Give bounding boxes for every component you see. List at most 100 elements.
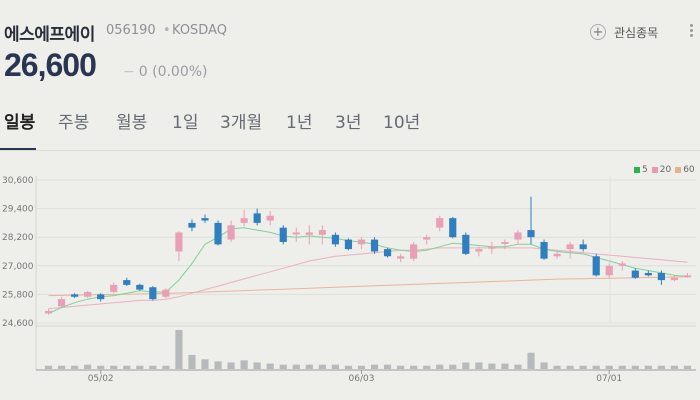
volume-bar <box>123 365 131 369</box>
y-tick-label: 30,600 <box>2 176 34 186</box>
separator-dot: • <box>163 23 171 38</box>
volume-bar <box>370 364 379 369</box>
volume-bar <box>279 364 287 369</box>
tabs-divider <box>0 150 700 151</box>
candle-body <box>657 272 665 281</box>
volume-bar <box>240 360 248 369</box>
x-tick-label: 05/02 <box>88 374 114 384</box>
candle-body <box>618 263 626 266</box>
ma20-swatch <box>651 167 658 173</box>
candle-body <box>71 294 79 297</box>
candle-body <box>292 232 300 235</box>
volume-bar <box>436 364 444 369</box>
candle-body <box>227 225 235 240</box>
candle-body <box>605 265 613 276</box>
candle-body <box>592 256 600 276</box>
candle-body <box>279 227 287 242</box>
volume-bar <box>344 365 353 369</box>
stock-header: 에스에프에이 056190 • KOSDAQ + 관심종목 <box>0 0 700 60</box>
volume-bar <box>540 362 548 369</box>
candle-body <box>110 284 118 293</box>
tab-1year[interactable]: 1년 <box>286 113 313 133</box>
add-watchlist-button[interactable]: + 관심종목 <box>590 20 658 44</box>
ma60-swatch <box>675 167 682 173</box>
more-options-icon[interactable] <box>686 22 696 40</box>
candle-body <box>149 287 157 300</box>
volume-bar <box>97 365 105 369</box>
candle-body <box>240 218 248 223</box>
price-chart[interactable]: 30,600 29,400 28,200 27,000 25,800 24,600 05/0… <box>0 160 700 400</box>
tab-3months[interactable]: 3개월 <box>220 113 263 133</box>
stock-code: 056190 <box>106 23 156 38</box>
candle-body <box>57 299 66 307</box>
volume-bar <box>84 364 92 369</box>
active-tab-indicator <box>0 148 36 150</box>
tab-3years[interactable]: 3년 <box>335 113 362 133</box>
candle-body <box>566 244 574 250</box>
volume-bar <box>253 362 261 369</box>
candle-body <box>383 249 392 257</box>
candle-body <box>488 246 496 249</box>
candle-body <box>501 241 509 244</box>
candle-body <box>344 239 353 250</box>
candle-body <box>475 249 483 252</box>
candle-body <box>201 218 209 221</box>
y-tick-label: 28,200 <box>2 233 34 243</box>
candle-body <box>579 244 587 250</box>
volume-bar <box>318 364 326 369</box>
volume-bar <box>44 365 53 369</box>
market-label: KOSDAQ <box>172 23 227 38</box>
volume-bar <box>383 364 392 369</box>
candle-body <box>644 272 652 276</box>
y-tick-label: 24,600 <box>2 319 34 329</box>
period-tabs: 일봉 주봉 월봉 1일 3개월 1년 3년 10년 <box>0 108 700 150</box>
candle-body <box>357 239 366 245</box>
candle-body <box>253 213 261 223</box>
volume-bar <box>175 330 183 369</box>
candle-body <box>397 256 405 259</box>
tab-weekly[interactable]: 주봉 <box>58 113 90 133</box>
volume-bar <box>488 363 496 369</box>
ma60-label: 60 <box>683 165 695 175</box>
volume-bar <box>410 365 418 369</box>
volume-bar <box>631 365 639 369</box>
candle-body <box>449 218 457 238</box>
y-tick-label: 25,800 <box>2 290 34 300</box>
volume-bar <box>579 365 587 369</box>
candle-body <box>462 234 470 254</box>
candle-body <box>553 253 561 257</box>
candle-body <box>123 280 131 285</box>
volume-bar <box>683 365 692 369</box>
volume-bar <box>292 364 300 369</box>
volume-bar <box>214 361 222 369</box>
volume-bar <box>527 352 535 369</box>
y-tick-label: 29,400 <box>2 205 34 215</box>
volume-bar <box>514 364 522 369</box>
tab-daily[interactable]: 일봉 <box>4 113 36 133</box>
candle-body <box>214 222 222 245</box>
tab-monthly[interactable]: 월봉 <box>116 113 148 133</box>
volume-bar <box>566 365 574 369</box>
volume-bar <box>423 365 431 369</box>
candle-body <box>44 311 53 314</box>
ma-legend: 5 20 60 <box>630 165 695 175</box>
candle-body <box>514 232 522 240</box>
price-change: −0 (0.00%) <box>123 64 208 80</box>
candle-body <box>527 230 535 238</box>
tab-10years[interactable]: 10년 <box>383 113 421 133</box>
volume-bar <box>188 354 196 369</box>
ma20-label: 20 <box>659 165 672 175</box>
candle-body <box>84 292 92 297</box>
volume-bar <box>605 365 613 369</box>
current-price: 26,600 <box>4 47 97 83</box>
volume-bar <box>136 365 144 369</box>
volume-bar <box>618 365 626 369</box>
volume-bar <box>397 365 405 369</box>
candle-body <box>188 222 196 228</box>
ma60-line <box>48 276 688 297</box>
candle-body <box>436 218 444 228</box>
tab-1day[interactable]: 1일 <box>172 113 199 133</box>
volume-bar <box>227 362 235 369</box>
candle-body <box>305 232 313 235</box>
volume-bar <box>149 365 157 369</box>
